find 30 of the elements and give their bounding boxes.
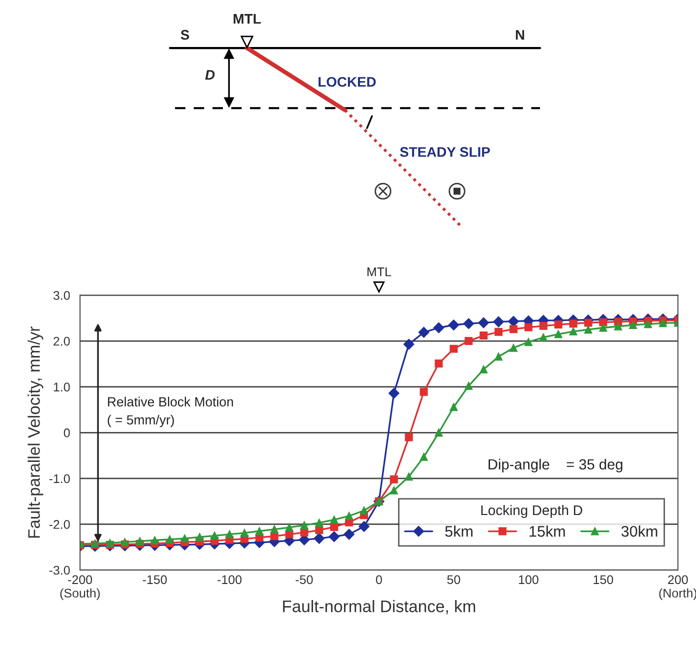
text: LOCKED (318, 76, 376, 87)
x-tick-label: 0 (376, 575, 382, 584)
y-tick-label: 3.0 (53, 291, 70, 300)
text: D (205, 70, 215, 80)
x-tick-label: 50 (447, 575, 460, 584)
legend-label: 30km (621, 526, 658, 537)
x-tick-label: -150 (142, 575, 167, 584)
annotation: Dip-angle = 35 deg (488, 458, 622, 472)
x-axis-title: Fault-normal Distance, km (283, 600, 476, 614)
x-tick-label: -50 (296, 575, 313, 584)
text: MTL (368, 268, 392, 276)
x-tick-label: -100 (218, 575, 242, 584)
legend-label: 15km (530, 526, 565, 537)
y-tick-label: 2.0 (54, 336, 70, 346)
text: S (180, 30, 190, 40)
text: MTL (234, 14, 261, 24)
legend-label: 5km (445, 526, 472, 537)
y-tick-label: -3.0 (49, 566, 70, 575)
x-tick-label: -200 (South) (60, 575, 100, 600)
y-tick-label: -2.0 (49, 520, 70, 529)
y-axis-title: Fault-parallel Velocity, mm/yr (28, 326, 44, 538)
text: STEADY SLIP (400, 147, 490, 157)
y-tick-label: 1.0 (54, 382, 70, 392)
y-tick-label: -1.0 (49, 474, 70, 484)
y-tick-label: 0 (64, 428, 70, 438)
x-tick-label: 150 (594, 575, 614, 584)
annotation: Relative Block Motion ( = 5mm/yr) (108, 396, 233, 428)
legend-title: Locking Depth D (481, 504, 582, 518)
x-tick-label: 100 (518, 575, 538, 584)
text: N (516, 30, 524, 40)
